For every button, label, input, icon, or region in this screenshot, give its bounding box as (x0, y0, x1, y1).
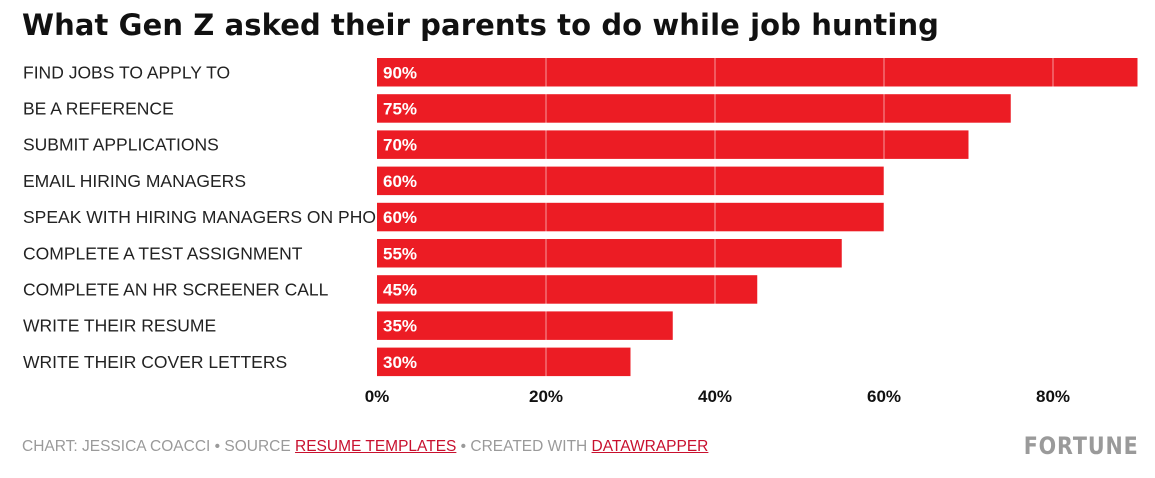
value-label: 45% (383, 280, 417, 299)
chart-footer: CHART: JESSICA COACCI • SOURCE RESUME TE… (22, 438, 708, 456)
value-label: 60% (383, 208, 417, 227)
category-label: WRITE THEIR RESUME (23, 316, 216, 336)
value-label: 90% (383, 63, 417, 82)
bar (377, 94, 1011, 123)
chart-credit: CHART: JESSICA COACCI (22, 438, 211, 455)
source-prefix: SOURCE (224, 438, 296, 455)
datawrapper-link[interactable]: DATAWRAPPER (591, 438, 709, 455)
category-label: SPEAK WITH HIRING MANAGERS ON PHONE (23, 207, 400, 227)
x-tick-label: 80% (1036, 387, 1070, 406)
bar (377, 130, 969, 159)
value-label: 55% (383, 244, 417, 263)
bar (377, 239, 842, 268)
category-label: SUBMIT APPLICATIONS (23, 135, 219, 155)
source-link[interactable]: RESUME TEMPLATES (295, 438, 457, 455)
bar (377, 58, 1138, 87)
fortune-logo: FORTUNE (1024, 432, 1139, 460)
category-label: FIND JOBS TO APPLY TO (23, 62, 230, 82)
category-label: COMPLETE AN HR SCREENER CALL (23, 279, 329, 299)
category-label: BE A REFERENCE (23, 98, 174, 118)
value-label: 60% (383, 172, 417, 191)
bar (377, 166, 884, 196)
category-label: COMPLETE A TEST ASSIGNMENT (23, 243, 303, 263)
separator: • (456, 438, 471, 455)
value-label: 75% (383, 99, 417, 118)
gridlines (545, 54, 1054, 381)
x-tick-label: 60% (867, 387, 901, 406)
bar (377, 275, 758, 304)
separator: • (210, 438, 225, 455)
category-labels: FIND JOBS TO APPLY TO BE A REFERENCE SUBMI… (23, 62, 400, 372)
bar (377, 202, 884, 232)
category-label: EMAIL HIRING MANAGERS (23, 171, 246, 191)
chart-title: What Gen Z asked their parents to do whi… (22, 8, 940, 42)
value-label: 30% (383, 353, 417, 372)
x-tick-label: 20% (529, 387, 563, 406)
bar-chart: FIND JOBS TO APPLY TO BE A REFERENCE SUBMI… (23, 54, 1138, 406)
value-label: 35% (383, 317, 417, 336)
x-tick-label: 0% (365, 387, 390, 406)
value-label: 70% (383, 136, 417, 155)
bar (377, 311, 673, 340)
x-tick-label: 40% (698, 387, 732, 406)
value-labels: 90% 75% 70% 60% 60% 55% 45% 35% 30% (383, 63, 417, 372)
x-axis-ticks: 0% 20% 40% 60% 80% (365, 387, 1070, 406)
category-label: WRITE THEIR COVER LETTERS (23, 352, 287, 372)
bar (377, 347, 631, 377)
created-prefix: CREATED WITH (470, 438, 592, 455)
bars (377, 58, 1138, 377)
